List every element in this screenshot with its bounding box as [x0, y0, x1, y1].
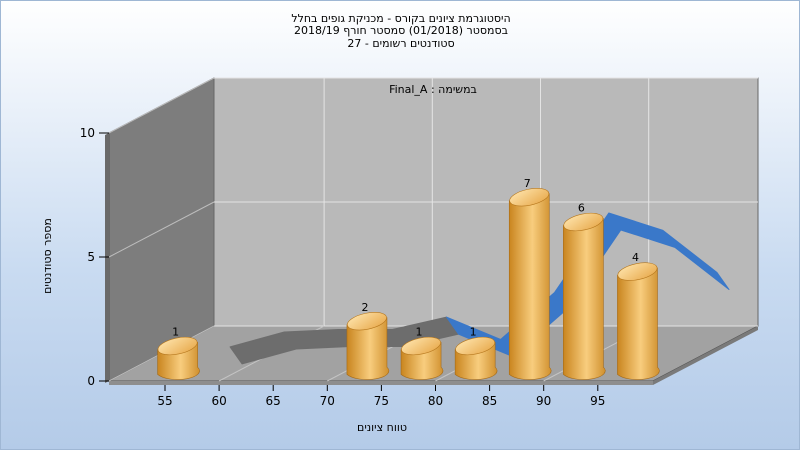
- chart-title-line-1: היסטוגרמת ציונים בקורס - מכניקת גופים בח…: [291, 12, 511, 25]
- bar-2: [400, 336, 444, 380]
- x-tick-label-75: 75: [374, 394, 389, 408]
- bar-body-1: [346, 317, 390, 380]
- bar-value-label-1: 2: [361, 301, 368, 314]
- x-tick-label-70: 70: [320, 394, 335, 408]
- y-tick-label-5: 5: [87, 250, 95, 264]
- bar-cap-5: [563, 212, 604, 232]
- bar-3: [454, 336, 498, 380]
- bar-body-5: [563, 218, 606, 380]
- bar-cap-0: [157, 336, 198, 356]
- bar-cap-3: [455, 336, 496, 356]
- x-tick-label-65: 65: [266, 394, 281, 408]
- bar-0: [157, 336, 200, 380]
- x-tick-label-90: 90: [536, 394, 551, 408]
- x-tick-label-95: 95: [590, 394, 605, 408]
- bar-body-4: [508, 193, 552, 380]
- floor-side-edge: [653, 326, 758, 385]
- bar-cap-2: [401, 336, 441, 356]
- bar-6: [617, 262, 660, 380]
- chart-title-line-3: סטודנטים רשומים - 27: [347, 37, 455, 50]
- bar-group: [157, 188, 660, 380]
- floor-edge: [109, 381, 653, 385]
- bar-body-6: [617, 267, 660, 380]
- bar-cap-4: [509, 188, 550, 207]
- bar-cap-6: [617, 262, 658, 281]
- x-tick-label-55: 55: [157, 394, 172, 408]
- bar-4: [508, 188, 552, 380]
- y-gridline-left-10: [108, 77, 215, 134]
- x-tick-label-60: 60: [211, 394, 226, 408]
- bar-value-label-4: 7: [524, 177, 531, 190]
- bar-1: [346, 312, 390, 380]
- bar-value-label-6: 4: [632, 251, 639, 264]
- y-tick-label-0: 0: [87, 374, 95, 388]
- bar-value-label-0: 1: [172, 326, 179, 339]
- x-axis-label: טווח ציונים: [357, 421, 407, 434]
- y-gridline-left-5: [108, 201, 215, 258]
- bar-value-label-2: 1: [416, 326, 423, 339]
- chart-gridlines: 0 5 10 55 60 65 70 75 80 85 90 95: [80, 77, 758, 408]
- chart-title-line-2: בסמסטר (01/2018) סמסטר חורף 2018/19: [294, 24, 508, 37]
- y-axis-label: מספר סטודנטים: [41, 218, 54, 294]
- y-tick-label-10: 10: [80, 126, 95, 140]
- bar-value-label-3: 1: [470, 326, 477, 339]
- bar-value-label-5: 6: [578, 202, 585, 215]
- label-group: 1 2 1 1 7 6 4: [172, 177, 639, 339]
- task-label: Final_A : במשימה: [389, 83, 477, 96]
- x-tick-label-80: 80: [428, 394, 443, 408]
- bar-5: [563, 212, 606, 380]
- x-tick-label-85: 85: [482, 394, 497, 408]
- left-wall-edge: [105, 133, 109, 383]
- bar-cap-1: [347, 312, 387, 331]
